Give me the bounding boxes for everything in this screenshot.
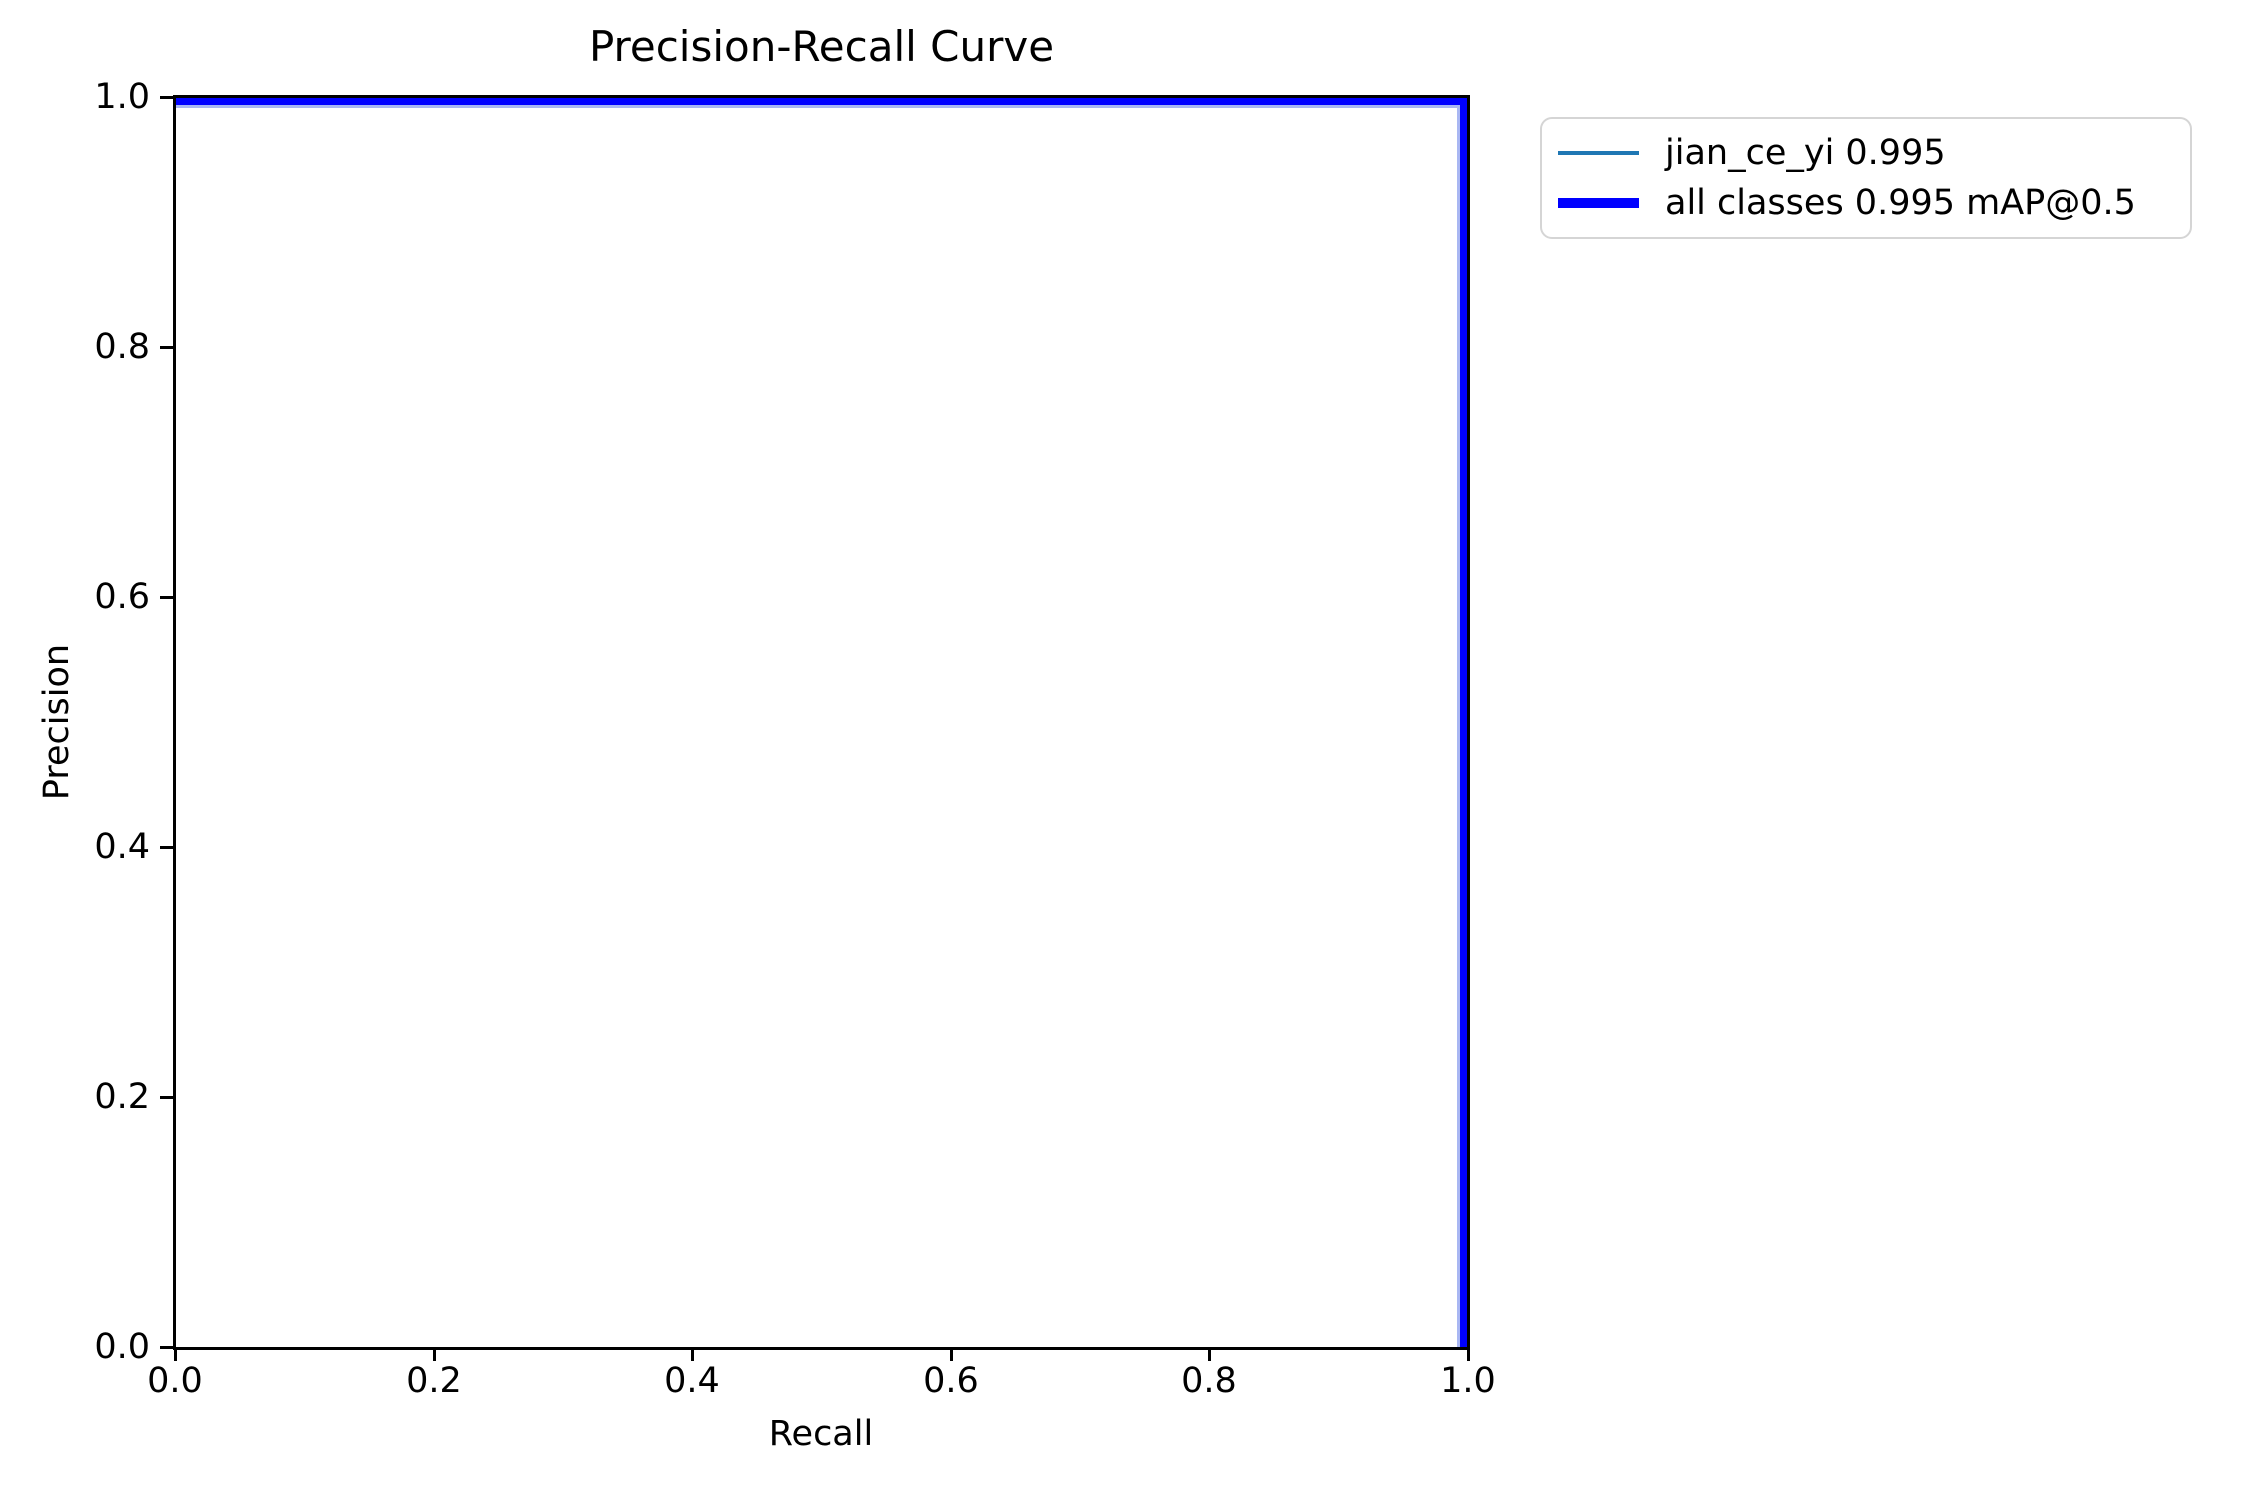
x-tick-label: 0.0: [147, 1361, 203, 1401]
legend-item-jian-ce-yi: jian_ce_yi 0.995: [1558, 132, 2174, 174]
y-axis-tick: [160, 346, 173, 349]
x-tick-label: 0.8: [1181, 1361, 1237, 1401]
y-tick-label: 0.6: [94, 577, 150, 617]
legend-line-all-classes: [1558, 198, 1639, 209]
y-tick-label: 1.0: [94, 77, 150, 117]
x-axis-tick: [691, 1350, 694, 1361]
all-classes-curve-top-segment: [176, 98, 1467, 105]
y-axis-tick: [160, 1096, 173, 1099]
x-tick-label: 0.2: [406, 1361, 462, 1401]
legend-item-all-classes: all classes 0.995 mAP@0.5: [1558, 182, 2174, 224]
all-classes-curve-drop-segment: [1460, 98, 1467, 1347]
jian-ce-yi-curve-drop-segment: [1457, 108, 1460, 1347]
y-axis-tick: [160, 1346, 173, 1349]
legend-box: jian_ce_yi 0.995 all classes 0.995 mAP@0…: [1540, 117, 2192, 239]
legend-line-jian-ce-yi: [1558, 150, 1639, 155]
y-axis-title: Precision: [37, 643, 77, 801]
jian-ce-yi-curve-top-segment: [176, 105, 1467, 108]
thick-line-sample-icon: [1558, 198, 1639, 209]
x-tick-label: 0.6: [923, 1361, 979, 1401]
y-tick-label: 0.4: [94, 827, 150, 867]
x-axis-tick: [1208, 1350, 1211, 1361]
x-tick-label: 1.0: [1440, 1361, 1496, 1401]
y-axis-tick: [160, 846, 173, 849]
chart-title: Precision-Recall Curve: [588, 22, 1055, 71]
x-axis-tick: [1467, 1350, 1470, 1361]
x-axis-tick: [433, 1350, 436, 1361]
x-axis-title: Recall: [768, 1414, 874, 1454]
y-tick-label: 0.2: [94, 1077, 150, 1117]
y-tick-label: 0.8: [94, 327, 150, 367]
x-axis-tick: [950, 1350, 953, 1361]
y-axis-tick: [160, 596, 173, 599]
x-tick-label: 0.4: [664, 1361, 720, 1401]
legend-label: jian_ce_yi 0.995: [1665, 132, 1946, 173]
plot-area: [173, 95, 1470, 1350]
thin-line-sample-icon: [1558, 150, 1639, 155]
legend-label: all classes 0.995 mAP@0.5: [1665, 183, 2136, 224]
y-tick-label: 0.0: [94, 1327, 150, 1367]
y-axis-tick: [160, 96, 173, 99]
x-axis-tick: [174, 1350, 177, 1361]
